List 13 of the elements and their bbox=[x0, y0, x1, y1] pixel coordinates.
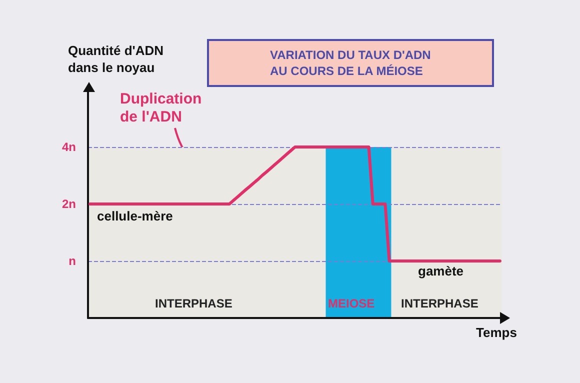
chart-title: VARIATION DU TAUX D'ADN AU COURS DE LA MÉIOSE bbox=[270, 48, 431, 78]
annotation: INTERPHASE bbox=[155, 296, 232, 310]
line-series bbox=[88, 146, 502, 262]
y-tick-label: 2n bbox=[62, 197, 76, 211]
annotation: cellule-mère bbox=[97, 208, 173, 224]
y-axis-title: Quantité d'ADN dans le noyau bbox=[68, 43, 164, 75]
annotation: MEIOSE bbox=[328, 296, 375, 310]
y-tick-label: 4n bbox=[62, 140, 76, 154]
annotation: gamète bbox=[418, 264, 464, 278]
annotation: Duplication de l'ADN bbox=[120, 90, 202, 126]
annotation: INTERPHASE bbox=[401, 296, 478, 310]
x-axis-title: Temps bbox=[476, 325, 517, 340]
y-tick-label: n bbox=[68, 254, 76, 268]
